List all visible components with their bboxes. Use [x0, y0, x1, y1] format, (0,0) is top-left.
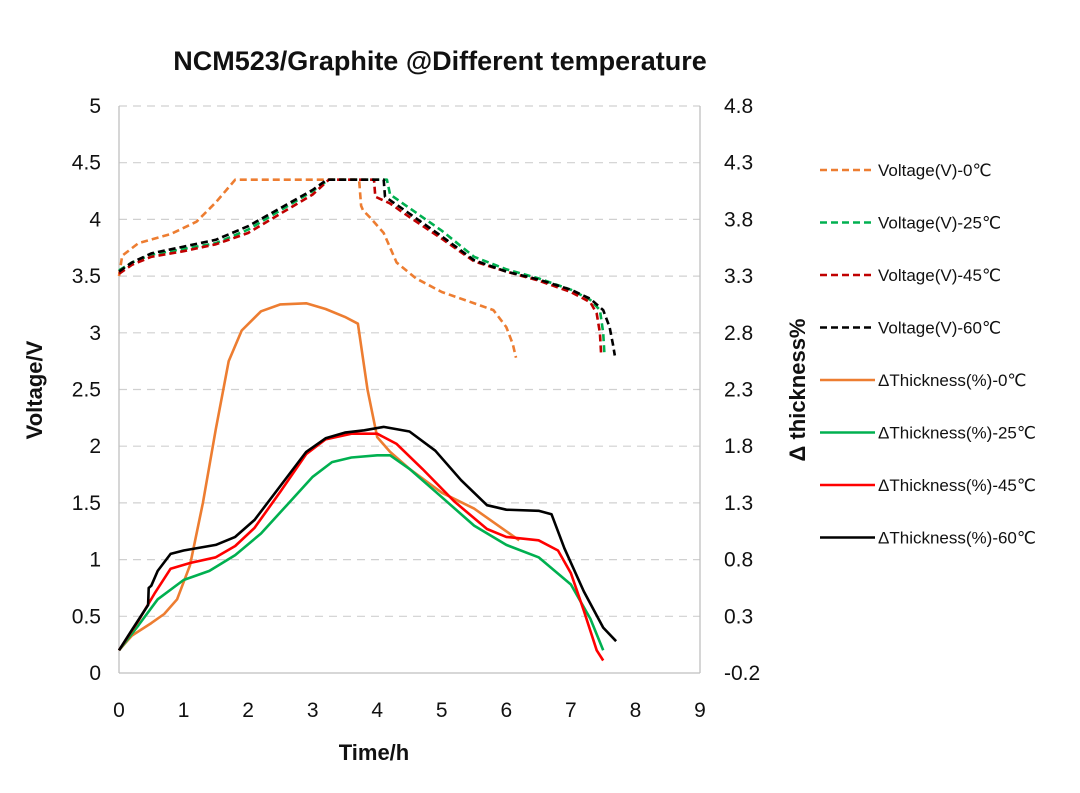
x-tick-label: 1	[178, 699, 190, 722]
x-axis-label: Time/h	[339, 740, 410, 765]
series-line-3	[118, 178, 617, 356]
y2-tick-label: 0.3	[724, 605, 753, 628]
y-tick-label: 5	[89, 95, 101, 118]
x-tick-label: 3	[307, 699, 319, 722]
legend-label-1: Voltage(V)-25℃	[878, 214, 1001, 233]
x-tick-label: 0	[113, 699, 125, 722]
y-tick-label: 2.5	[72, 379, 101, 402]
x-tick-label: 9	[694, 699, 706, 722]
y-tick-label: 4	[89, 208, 101, 231]
y2-tick-label: -0.2	[724, 662, 760, 685]
y-tick-label: 3	[89, 322, 101, 345]
y2-tick-label: 3.3	[724, 265, 753, 288]
series-line-6	[117, 432, 605, 662]
x-tick-label: 4	[371, 699, 383, 722]
y2-tick-label: 1.3	[724, 492, 753, 515]
axes	[118, 106, 701, 674]
y2-tick-label: 0.8	[724, 549, 753, 572]
legend-label-6: ΔThickness(%)-45℃	[878, 476, 1036, 495]
series-line-5	[117, 454, 605, 652]
y-tick-label: 1	[89, 549, 101, 572]
y2-tick-label: 4.3	[724, 152, 753, 175]
legend-label-3: Voltage(V)-60℃	[878, 319, 1001, 338]
y2-axis-label: Δ thickness%	[785, 319, 810, 462]
y-tick-label: 2	[89, 435, 101, 458]
x-tick-label: 5	[436, 699, 448, 722]
y2-tick-label: 2.8	[724, 322, 753, 345]
x-tick-label: 2	[242, 699, 254, 722]
y-tick-label: 0	[89, 662, 101, 685]
series-line-1	[118, 178, 606, 356]
y2-tick-label: 3.8	[724, 208, 753, 231]
y-tick-label: 3.5	[72, 265, 101, 288]
y2-tick-label: 4.8	[724, 95, 753, 118]
legend-label-4: ΔThickness(%)-0℃	[878, 371, 1027, 390]
x-tick-label: 8	[630, 699, 642, 722]
y-tick-label: 0.5	[72, 605, 101, 628]
series-group	[117, 178, 618, 662]
x-tick-label: 6	[500, 699, 512, 722]
tick-labels: 0 1 2 3 4 5 6 7 8 9 0 0.5 1 1.5 2 2.5 3 3.5 4 4.5 5 -0.2 0.3 0.…	[72, 95, 760, 722]
legend: Voltage(V)-0℃ Voltage(V)-25℃ Voltage(V)-45…	[820, 161, 1036, 548]
series-line-0	[117, 178, 518, 358]
y-tick-label: 1.5	[72, 492, 101, 515]
grid-lines	[119, 105, 700, 617]
chart-title: NCM523/Graphite @Different temperature	[173, 46, 706, 76]
x-tick-label: 7	[565, 699, 577, 722]
legend-label-7: ΔThickness(%)-60℃	[878, 529, 1036, 548]
legend-label-2: Voltage(V)-45℃	[878, 266, 1001, 285]
y2-tick-label: 2.3	[724, 379, 753, 402]
legend-label-5: ΔThickness(%)-25℃	[878, 424, 1036, 443]
y-tick-label: 4.5	[72, 152, 101, 175]
legend-label-0: Voltage(V)-0℃	[878, 161, 992, 180]
y2-tick-label: 1.8	[724, 435, 753, 458]
series-line-7	[117, 425, 618, 651]
y-axis-label: Voltage/V	[22, 340, 47, 439]
